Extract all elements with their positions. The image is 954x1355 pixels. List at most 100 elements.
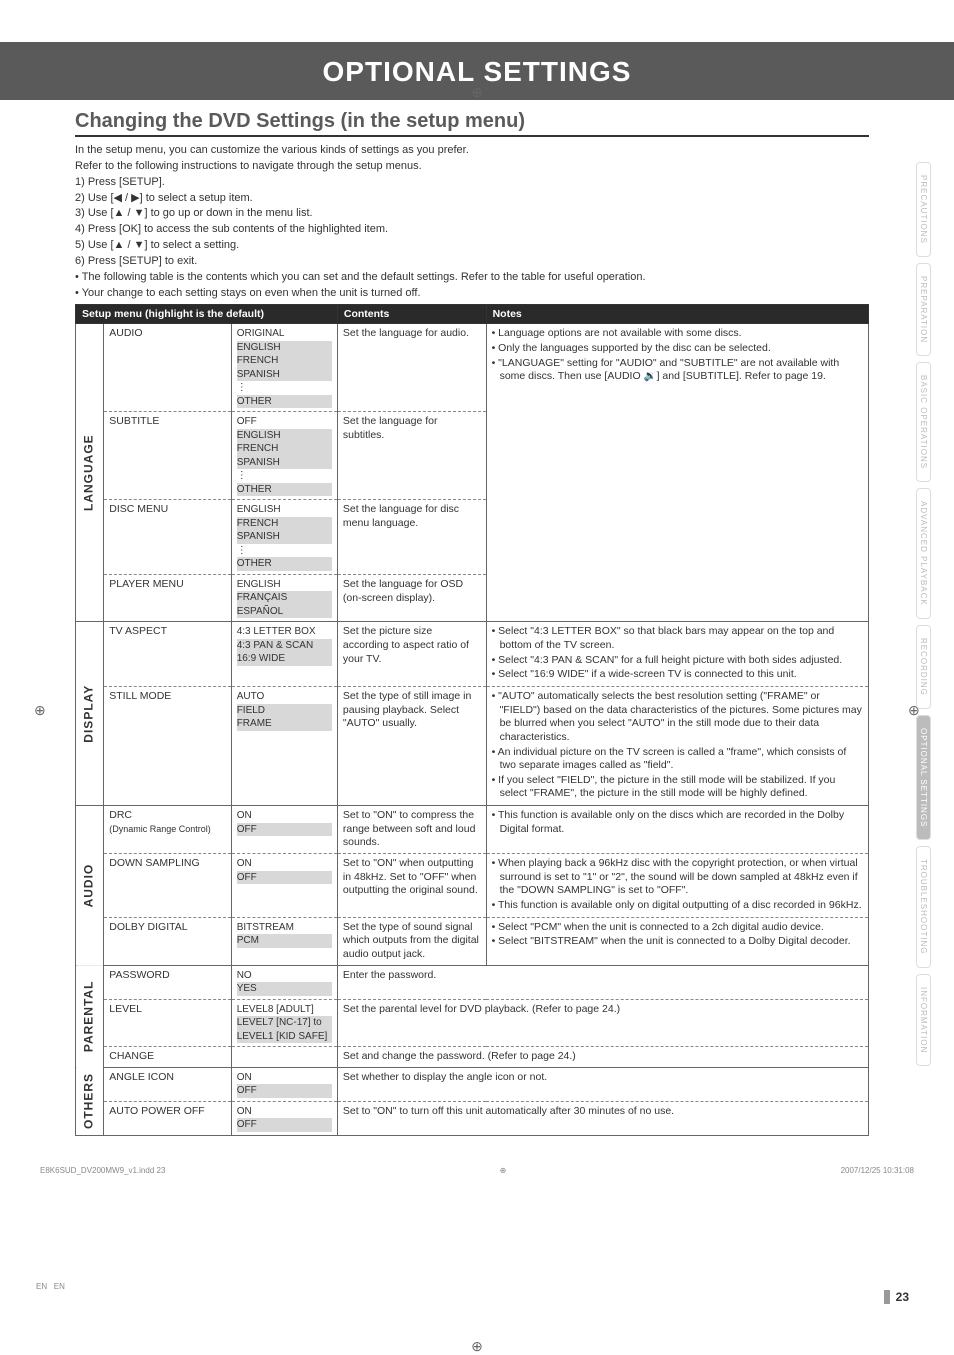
page-title: OPTIONAL SETTINGS <box>0 42 954 88</box>
setting-name: LEVEL <box>104 999 231 1047</box>
option: FRANÇAIS <box>237 591 332 605</box>
setting-notes: "AUTO" automatically selects the best re… <box>486 687 868 806</box>
en-label: EN EN <box>36 1282 65 1291</box>
setting-options: LEVEL8 [ADULT]LEVEL7 [NC-17] toLEVEL1 [K… <box>231 999 337 1047</box>
side-tabs: PRECAUTIONSPREPARATIONBASIC OPERATIONSAD… <box>916 162 948 1072</box>
section-heading: Changing the DVD Settings (in the setup … <box>75 100 869 137</box>
setting-options: NOYES <box>231 965 337 999</box>
option: ⋮ <box>237 544 332 558</box>
side-tab-optional-settings: OPTIONAL SETTINGS <box>916 715 931 840</box>
setting-contents: Set the language for audio. <box>337 324 486 412</box>
intro-line: • Your change to each setting stays on e… <box>75 286 869 301</box>
setting-name: DOLBY DIGITAL <box>104 917 231 965</box>
table-row: CHANGESet and change the password. (Refe… <box>76 1047 869 1068</box>
setting-contents-full: Enter the password. <box>337 965 868 999</box>
setting-contents: Set the language for subtitles. <box>337 412 486 500</box>
setting-options: ONOFF <box>231 1067 337 1101</box>
setting-notes: This function is available only on the d… <box>486 806 868 854</box>
option: AUTO <box>237 690 332 704</box>
intro-line: Refer to the following instructions to n… <box>75 159 869 174</box>
setting-name: ANGLE ICON <box>104 1067 231 1101</box>
setting-contents-full: Set the parental level for DVD playback.… <box>337 999 868 1047</box>
option: ON <box>237 1071 332 1085</box>
setting-options: ORIGINALENGLISHFRENCHSPANISH⋮OTHER <box>231 324 337 412</box>
option: SPANISH <box>237 530 332 544</box>
page-number: 23 <box>884 1290 909 1304</box>
setting-options: ENGLISHFRANÇAISESPAÑOL <box>231 574 337 622</box>
setting-contents: Set the language for OSD (on-screen disp… <box>337 574 486 622</box>
note-item: This function is available only on the d… <box>492 809 863 836</box>
table-row: AUTO POWER OFF ONOFF Set to "ON" to turn o… <box>76 1101 869 1135</box>
th-setup: Setup menu (highlight is the default) <box>76 305 338 324</box>
setting-name: CHANGE <box>104 1047 231 1068</box>
setting-contents-full: Set to "ON" to turn off this unit automa… <box>337 1101 868 1135</box>
option: OFF <box>237 871 332 885</box>
setting-contents: Set the type of sound signal which outpu… <box>337 917 486 965</box>
intro-line: 2) Use [◀ / ▶] to select a setup item. <box>75 191 869 206</box>
option: OTHER <box>237 483 332 497</box>
option: OTHER <box>237 557 332 571</box>
th-notes: Notes <box>486 305 868 324</box>
setting-options: ONOFF <box>231 806 337 854</box>
option: LEVEL7 [NC-17] to <box>237 1016 332 1030</box>
table-row: DISPLAYTV ASPECT4:3 LETTER BOX4:3 PAN & … <box>76 622 869 687</box>
setting-contents: Set the picture size according to aspect… <box>337 622 486 687</box>
option: 4:3 PAN & SCAN <box>237 639 332 653</box>
setting-options <box>231 1047 337 1068</box>
option: SPANISH <box>237 456 332 470</box>
option: FRENCH <box>237 517 332 531</box>
option: ENGLISH <box>237 429 332 443</box>
intro-line: In the setup menu, you can customize the… <box>75 143 869 158</box>
footer: E8K6SUD_DV200MW9_v1.indd 23 ⊕ 2007/12/25… <box>40 1166 914 1175</box>
table-row: PARENTALPASSWORDNOYESEnter the password. <box>76 965 869 999</box>
option: OTHER <box>237 395 332 409</box>
intro-line: 3) Use [▲ / ▼] to go up or down in the m… <box>75 206 869 221</box>
option: YES <box>237 982 332 996</box>
option: ON <box>237 857 332 871</box>
footer-right: 2007/12/25 10:31:08 <box>841 1166 914 1175</box>
option: FIELD <box>237 704 332 718</box>
option: OFF <box>237 415 332 429</box>
setting-name: AUTO POWER OFF <box>104 1101 231 1135</box>
table-row: LANGUAGEAUDIOORIGINALENGLISHFRENCHSPANIS… <box>76 324 869 412</box>
option: OFF <box>237 823 332 837</box>
note-item: If you select "FIELD", the picture in th… <box>492 774 863 801</box>
option: ORIGINAL <box>237 327 332 341</box>
note-item: When playing back a 96kHz disc with the … <box>492 857 863 898</box>
option: ⋮ <box>237 381 332 395</box>
option: FRENCH <box>237 354 332 368</box>
note-item: Select "BITSTREAM" when the unit is conn… <box>492 935 863 949</box>
setting-contents: Set the language for disc menu language. <box>337 500 486 575</box>
setting-name: PLAYER MENU <box>104 574 231 622</box>
setting-contents: Set to "ON" when outputting in 48kHz. Se… <box>337 854 486 918</box>
table-row: OTHERSANGLE ICONONOFFSet whether to disp… <box>76 1067 869 1101</box>
setting-options: AUTOFIELDFRAME <box>231 687 337 806</box>
note-item: Select "16:9 WIDE" if a wide-screen TV i… <box>492 668 863 682</box>
setting-name: DOWN SAMPLING <box>104 854 231 918</box>
option: FRENCH <box>237 442 332 456</box>
option: NO <box>237 969 332 983</box>
note-item: "AUTO" automatically selects the best re… <box>492 690 863 745</box>
footer-left: E8K6SUD_DV200MW9_v1.indd 23 <box>40 1166 165 1175</box>
option: PCM <box>237 934 332 948</box>
setting-contents: Set to "ON" to compress the range betwee… <box>337 806 486 854</box>
setting-options: OFFENGLISHFRENCHSPANISH⋮OTHER <box>231 412 337 500</box>
setting-notes: Select "PCM" when the unit is connected … <box>486 917 868 965</box>
setting-name: DISC MENU <box>104 500 231 575</box>
option: ENGLISH <box>237 503 332 517</box>
option: OFF <box>237 1118 332 1132</box>
footer-center: ⊕ <box>500 1166 507 1175</box>
option: LEVEL1 [KID SAFE] <box>237 1030 332 1044</box>
table-row: LEVELLEVEL8 [ADULT]LEVEL7 [NC-17] toLEVE… <box>76 999 869 1047</box>
setting-options: 4:3 LETTER BOX4:3 PAN & SCAN16:9 WIDE <box>231 622 337 687</box>
option: ENGLISH <box>237 341 332 355</box>
side-tab-precautions: PRECAUTIONS <box>916 162 931 257</box>
option: ON <box>237 1105 332 1119</box>
setting-notes: Language options are not available with … <box>486 324 868 622</box>
option: BITSTREAM <box>237 921 332 935</box>
option: LEVEL8 [ADULT] <box>237 1003 332 1017</box>
setting-name: STILL MODE <box>104 687 231 806</box>
intro-line: • The following table is the contents wh… <box>75 270 869 285</box>
side-tab-advanced-playback: ADVANCED PLAYBACK <box>916 488 931 619</box>
category-others: OTHERS <box>76 1067 104 1135</box>
